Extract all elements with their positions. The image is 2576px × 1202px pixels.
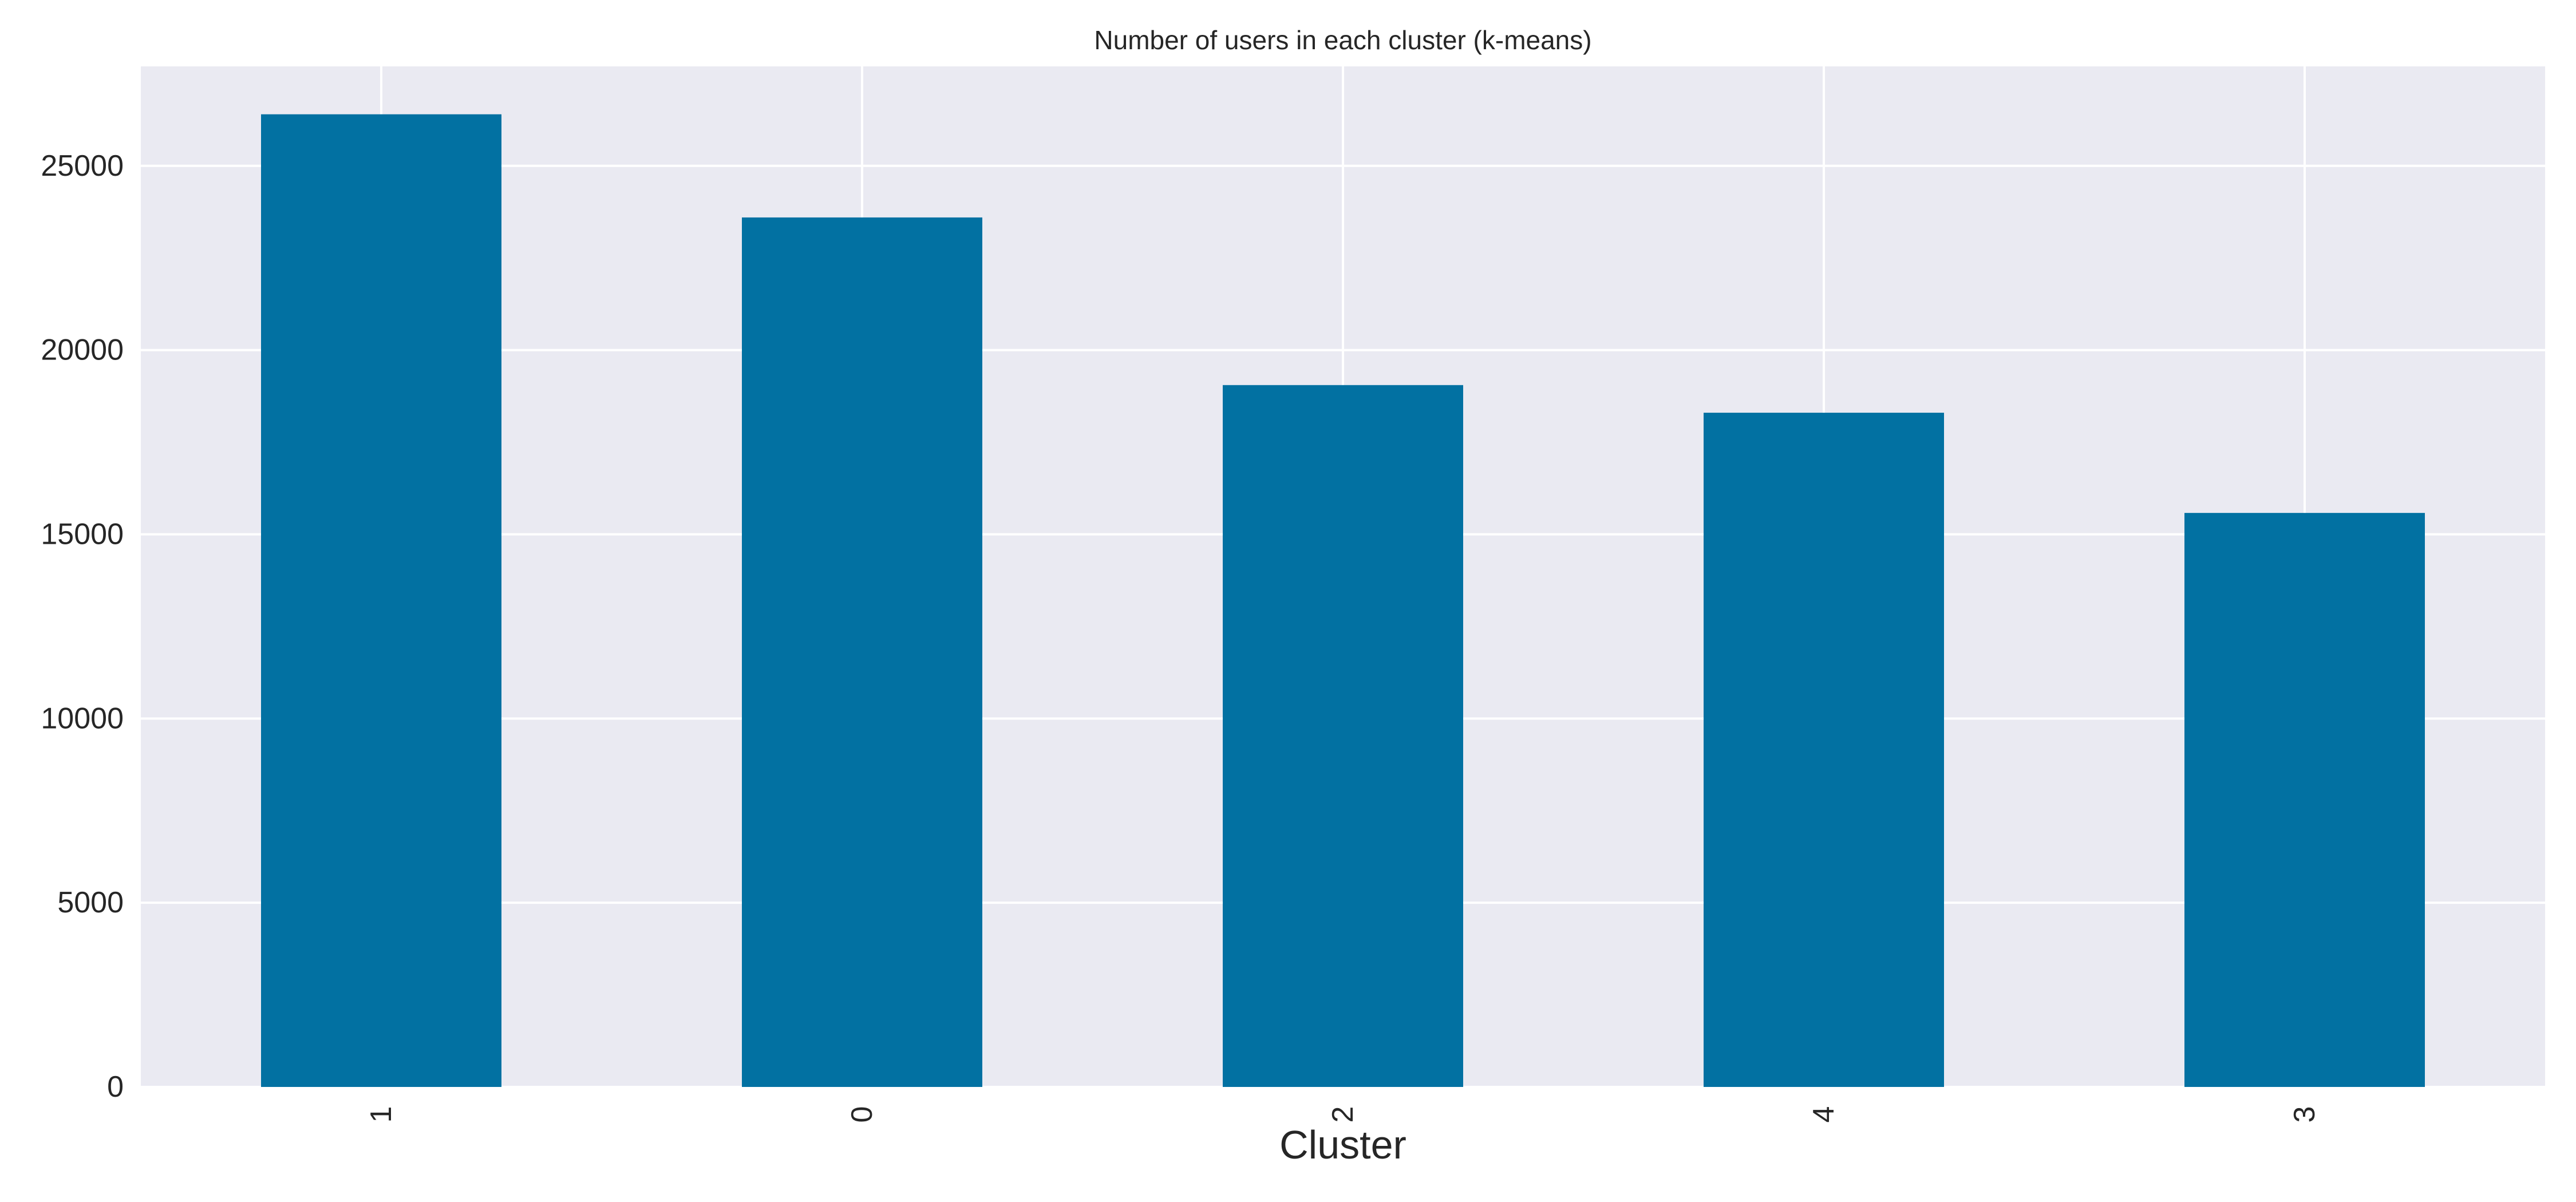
y-axis-ticks: 0 5000 10000 15000 20000 25000: [41, 149, 124, 1104]
bars: [261, 114, 2425, 1088]
bar-cluster-1: [261, 114, 501, 1087]
y-tick-label: 0: [107, 1070, 124, 1104]
bar-cluster-0: [742, 217, 982, 1087]
bar-cluster-4: [1704, 413, 1944, 1087]
bar-cluster-3: [2184, 513, 2425, 1087]
bar-cluster-2: [1223, 385, 1463, 1088]
y-tick-label: 20000: [41, 334, 124, 367]
x-axis-label: Cluster: [1279, 1122, 1406, 1167]
y-tick-label: 10000: [41, 702, 124, 735]
x-tick-label: 3: [2288, 1106, 2321, 1123]
x-tick-label: 1: [365, 1106, 398, 1123]
y-tick-label: 5000: [57, 886, 124, 919]
x-axis-ticks: 1 0 2 4 3: [365, 1106, 2321, 1123]
x-tick-label: 4: [1807, 1106, 1840, 1123]
x-tick-label: 2: [1326, 1106, 1360, 1123]
y-tick-label: 15000: [41, 517, 124, 551]
chart-title: Number of users in each cluster (k-means…: [1094, 25, 1591, 55]
x-tick-label: 0: [846, 1106, 879, 1123]
y-tick-label: 25000: [41, 149, 124, 183]
